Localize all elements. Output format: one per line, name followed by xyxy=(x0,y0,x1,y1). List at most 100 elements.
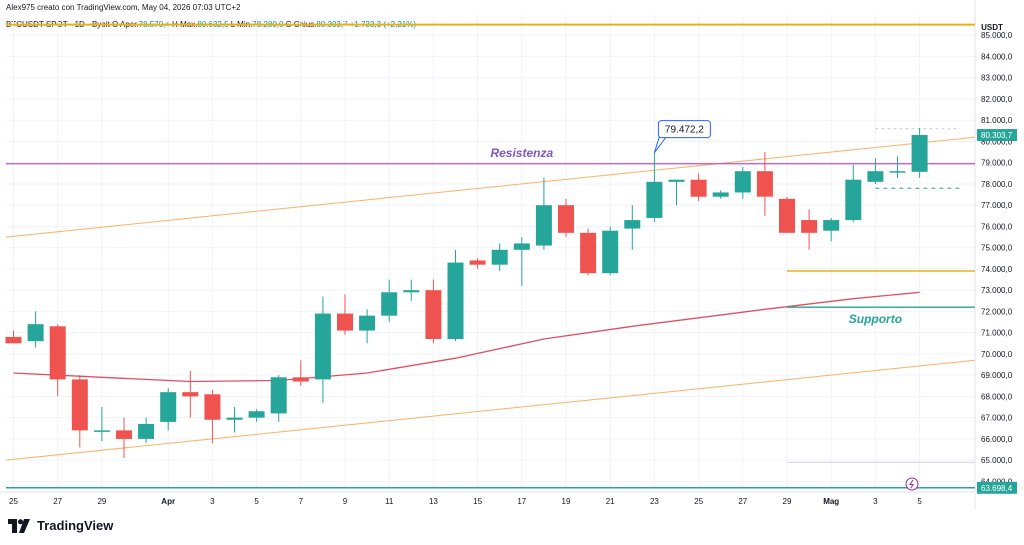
candle-body xyxy=(469,260,486,265)
price-tick-label: 73.000,0 xyxy=(981,286,1013,295)
time-tick-label: 13 xyxy=(429,497,438,506)
callout-pointer xyxy=(653,136,667,153)
lightning-icon xyxy=(909,479,914,489)
candle-body xyxy=(381,292,398,316)
candle-body xyxy=(889,171,906,173)
candle-body xyxy=(5,336,22,344)
candle-body xyxy=(823,220,840,231)
time-tick-label: 27 xyxy=(738,497,747,506)
candle-body xyxy=(116,430,132,439)
price-tick-label: 85.000,0 xyxy=(981,31,1013,40)
candle-body xyxy=(403,290,420,293)
candle-body xyxy=(712,192,729,197)
tradingview-logo[interactable]: TradingView xyxy=(8,518,113,533)
price-tick-label: 72.000,0 xyxy=(981,307,1013,316)
tradingview-logo-icon xyxy=(8,518,30,533)
price-tick-label: 83.000,0 xyxy=(981,74,1013,83)
candle-body xyxy=(314,313,331,380)
candle-body xyxy=(668,179,685,182)
time-tick-label: Mag xyxy=(823,497,839,506)
price-tick-label: 77.000,0 xyxy=(981,201,1013,210)
price-tick-label: 76.000,0 xyxy=(981,222,1013,231)
trend-line-upper xyxy=(5,136,976,238)
price-tick-label: 67.000,0 xyxy=(981,414,1013,423)
candle-body xyxy=(425,290,442,340)
candle-body xyxy=(845,179,862,221)
candle-body xyxy=(690,179,707,197)
time-tick-label: 17 xyxy=(517,497,526,506)
resistance-label: Resistenza xyxy=(490,146,553,160)
current-price-badge xyxy=(977,129,1017,142)
time-tick-label: 11 xyxy=(385,497,394,506)
candle-body xyxy=(779,198,795,233)
moving-average-line xyxy=(13,291,920,383)
time-tick-label: 27 xyxy=(53,497,62,506)
support-label: Supporto xyxy=(849,312,902,326)
callout-value: 79.472,2 xyxy=(665,125,704,136)
candle-body xyxy=(602,230,619,274)
price-tick-label: 68.000,0 xyxy=(981,392,1013,401)
bottom-level-badge xyxy=(977,481,1017,494)
candle-body xyxy=(447,262,464,340)
candle-body xyxy=(801,220,818,233)
time-tick-label: 25 xyxy=(9,497,18,506)
time-tick-label: 19 xyxy=(562,497,571,506)
candle-body xyxy=(867,171,884,182)
candle-body xyxy=(646,181,663,218)
candle-body xyxy=(160,392,177,422)
candle-body xyxy=(911,135,928,172)
candle-body xyxy=(182,392,199,397)
trend-line-lower xyxy=(5,359,976,461)
candle-body xyxy=(580,232,597,274)
candle-body xyxy=(71,379,88,431)
time-tick-label: 29 xyxy=(783,497,792,506)
time-tick-label: 9 xyxy=(343,497,348,506)
candle-body xyxy=(49,326,66,380)
candle-body xyxy=(93,430,110,432)
candle-body xyxy=(734,171,751,193)
time-tick-label: Apr xyxy=(161,497,175,506)
currency-label: USDT xyxy=(981,23,1003,32)
time-tick-label: 25 xyxy=(694,497,703,506)
price-tick-label: 84.000,0 xyxy=(981,52,1013,61)
time-tick-label: 3 xyxy=(210,497,215,506)
price-tick-label: 81.000,0 xyxy=(981,116,1013,125)
candle-body xyxy=(359,315,376,331)
candle-body xyxy=(27,324,44,342)
price-tick-label: 80.000,0 xyxy=(981,137,1013,146)
candle-body xyxy=(558,205,574,233)
time-tick-label: 23 xyxy=(650,497,659,506)
time-tick-label: 5 xyxy=(254,497,259,506)
price-tick-label: 69.000,0 xyxy=(981,371,1013,380)
candle-body xyxy=(226,417,243,420)
bottom-level-value: 63.698,4 xyxy=(981,484,1013,493)
price-tick-label: 71.000,0 xyxy=(981,329,1013,338)
time-tick-label: 21 xyxy=(606,497,615,506)
time-tick-label: 29 xyxy=(97,497,106,506)
time-tick-label: 3 xyxy=(873,497,878,506)
price-tick-label: 75.000,0 xyxy=(981,244,1013,253)
price-tick-label: 78.000,0 xyxy=(981,180,1013,189)
tradingview-logo-text: TradingView xyxy=(37,518,114,533)
current-price-value: 80.303,7 xyxy=(981,131,1013,140)
candle-body xyxy=(270,377,287,414)
time-tick-label: 5 xyxy=(917,497,922,506)
price-tick-label: 74.000,0 xyxy=(981,265,1013,274)
price-tick-label: 65.000,0 xyxy=(981,456,1013,465)
price-tick-label: 70.000,0 xyxy=(981,350,1013,359)
candle-body xyxy=(292,377,309,382)
candle-body xyxy=(204,394,221,420)
candle-body xyxy=(513,243,530,250)
candle-body xyxy=(138,424,155,439)
candle-body xyxy=(756,171,773,197)
price-tick-label: 79.000,0 xyxy=(981,159,1013,168)
time-tick-label: 7 xyxy=(299,497,304,506)
price-tick-label: 82.000,0 xyxy=(981,95,1013,104)
candle-body xyxy=(248,411,265,418)
candle-body xyxy=(491,249,508,265)
chart-header: Alex975 creato con TradingView.com, May … xyxy=(6,3,241,12)
candle-body xyxy=(337,313,353,331)
candle-body xyxy=(624,220,641,229)
callout-box xyxy=(657,120,711,139)
